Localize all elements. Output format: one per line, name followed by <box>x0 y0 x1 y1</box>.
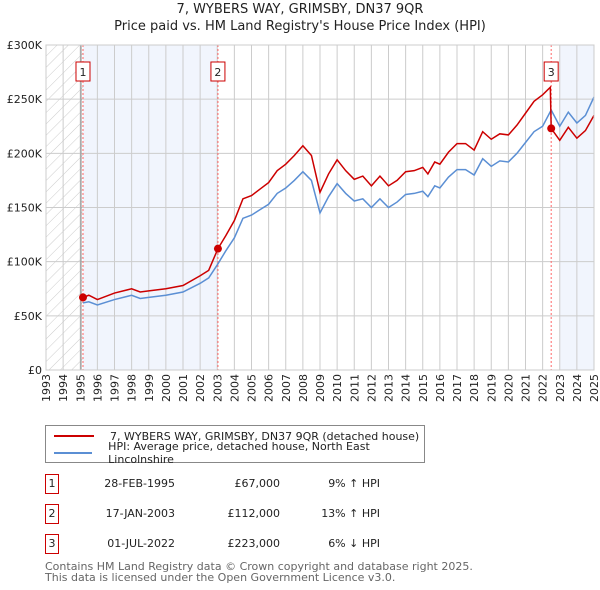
sale-label-box <box>543 61 559 82</box>
legend-label: 7, WYBERS WAY, GRIMSBY, DN37 9QR (detach… <box>110 429 420 443</box>
sale-label-box <box>210 61 226 82</box>
sale-price: £223,000 <box>227 537 281 550</box>
footer-copyright: Contains HM Land Registry data © Crown c… <box>45 560 473 573</box>
x-tick-label: 2007 <box>280 374 293 402</box>
legend-swatch-blue <box>54 452 93 454</box>
legend-item-hpi: HPI: Average price, detached house, Nort… <box>54 440 424 466</box>
hpi-line <box>82 96 595 306</box>
sale-row: 1 28-FEB-1995 £67,000 9% ↑ HPI <box>45 474 465 494</box>
sale-label: 1 <box>79 66 86 79</box>
x-tick-label: 2009 <box>314 374 327 402</box>
chart-subtitle: Price paid vs. HM Land Registry's House … <box>114 19 486 34</box>
sale-label: 2 <box>214 66 221 79</box>
sale-label: 3 <box>548 66 555 79</box>
x-tick-label: 2010 <box>331 374 344 402</box>
sale-price: £67,000 <box>234 477 281 490</box>
y-tick-label: £300K <box>7 39 43 52</box>
x-tick-label: 1995 <box>74 374 87 402</box>
x-tick-label: 2017 <box>451 374 464 402</box>
sale-date: 01-JUL-2022 <box>107 537 175 550</box>
sale-point <box>547 124 556 133</box>
x-tick-label: 2024 <box>571 374 584 402</box>
x-tick-label: 2013 <box>383 374 396 402</box>
y-tick-label: £150K <box>7 202 43 215</box>
x-tick-label: 2015 <box>417 374 430 402</box>
sale-point <box>213 244 222 253</box>
x-tick-label: 2012 <box>365 374 378 402</box>
sale-point <box>78 293 87 302</box>
x-tick-label: 2002 <box>194 374 207 402</box>
y-tick-label: £50K <box>14 310 43 323</box>
x-tick-label: 2003 <box>211 374 224 402</box>
sale-date: 28-FEB-1995 <box>104 477 175 490</box>
sale-row: 3 01-JUL-2022 £223,000 6% ↓ HPI <box>45 534 465 554</box>
x-tick-label: 2005 <box>246 374 259 402</box>
x-tick-label: 2016 <box>434 374 447 402</box>
x-tick-label: 2011 <box>348 374 361 402</box>
footer-licence: This data is licensed under the Open Gov… <box>45 571 396 584</box>
legend-swatch-red <box>54 435 94 437</box>
sale-hpi-diff: 13% ↑ HPI <box>321 507 380 520</box>
x-tick-label: 2006 <box>263 374 276 402</box>
y-tick-label: £250K <box>7 93 43 106</box>
y-tick-label: £200K <box>7 147 43 160</box>
legend-label: HPI: Average price, detached house, Nort… <box>108 440 370 466</box>
x-tick-label: 2025 <box>588 374 600 402</box>
x-tick-label: 2022 <box>537 374 550 402</box>
x-tick-label: 1994 <box>57 374 70 402</box>
sale-row: 2 17-JAN-2003 £112,000 13% ↑ HPI <box>45 504 465 524</box>
sale-marker-badge: 2 <box>45 504 59 524</box>
x-tick-label: 1998 <box>126 374 139 402</box>
property-price-line <box>82 85 595 301</box>
x-tick-label: 2018 <box>468 374 481 402</box>
sale-hpi-diff: 6% ↓ HPI <box>328 537 380 550</box>
x-tick-label: 2014 <box>400 374 413 402</box>
sale-hpi-diff: 9% ↑ HPI <box>328 477 380 490</box>
x-tick-label: 2001 <box>177 374 190 402</box>
x-tick-label: 2000 <box>160 374 173 402</box>
sale-label-box <box>75 61 91 82</box>
x-tick-label: 1993 <box>40 374 53 402</box>
x-tick-label: 2008 <box>297 374 310 402</box>
x-tick-label: 2021 <box>520 374 533 402</box>
plot-border <box>45 44 595 371</box>
sale-date: 17-JAN-2003 <box>105 507 175 520</box>
x-tick-label: 2023 <box>554 374 567 402</box>
legend-item-property: 7, WYBERS WAY, GRIMSBY, DN37 9QR (detach… <box>54 428 419 444</box>
sale-marker-badge: 1 <box>45 474 59 494</box>
y-tick-label: £0 <box>28 364 42 377</box>
plot-area: 1993 1994 1995 1996 1997 1998 1999 2000 2001 2002… <box>7 39 600 402</box>
x-tick-label: 1996 <box>91 374 104 402</box>
legend: 7, WYBERS WAY, GRIMSBY, DN37 9QR (detach… <box>45 425 425 466</box>
y-tick-label: £100K <box>7 256 43 269</box>
x-tick-label: 1997 <box>109 374 122 402</box>
sale-price: £112,000 <box>227 507 281 520</box>
chart-title: 7, WYBERS WAY, GRIMSBY, DN37 9QR <box>176 2 424 17</box>
sale-marker-badge: 3 <box>45 534 59 554</box>
x-tick-label: 1999 <box>143 374 156 402</box>
x-tick-label: 2019 <box>485 374 498 402</box>
x-tick-label: 2004 <box>228 374 241 402</box>
x-tick-label: 2020 <box>502 374 515 402</box>
